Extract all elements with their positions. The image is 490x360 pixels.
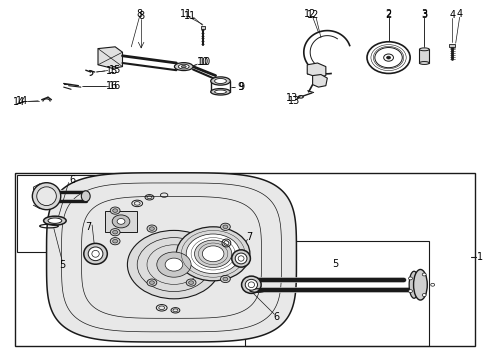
Polygon shape <box>307 63 326 77</box>
Ellipse shape <box>32 183 61 210</box>
Text: 2: 2 <box>386 9 392 19</box>
Circle shape <box>110 238 120 245</box>
Ellipse shape <box>181 66 186 68</box>
Ellipse shape <box>232 250 250 267</box>
Circle shape <box>110 229 120 236</box>
Text: 3: 3 <box>421 9 427 19</box>
Circle shape <box>189 281 194 284</box>
Bar <box>17 175 115 252</box>
Text: 6: 6 <box>70 175 75 185</box>
Ellipse shape <box>419 48 429 51</box>
Bar <box>201 26 205 29</box>
Ellipse shape <box>245 279 258 290</box>
Circle shape <box>165 258 183 271</box>
Text: 11: 11 <box>184 11 196 21</box>
Text: 13: 13 <box>286 93 298 103</box>
Ellipse shape <box>48 218 62 223</box>
Text: 6: 6 <box>274 312 280 322</box>
Text: 2: 2 <box>386 10 392 20</box>
Text: 16: 16 <box>109 81 121 91</box>
Text: 13: 13 <box>288 96 300 106</box>
Polygon shape <box>47 173 296 342</box>
Text: 9: 9 <box>238 82 244 93</box>
Ellipse shape <box>414 269 427 300</box>
Text: 14: 14 <box>17 96 28 106</box>
Circle shape <box>220 275 230 283</box>
Ellipse shape <box>174 63 193 71</box>
Circle shape <box>202 246 224 262</box>
Circle shape <box>113 239 118 243</box>
Polygon shape <box>98 47 122 68</box>
Circle shape <box>195 240 232 267</box>
Text: 12: 12 <box>303 9 316 19</box>
Circle shape <box>223 277 228 281</box>
Circle shape <box>220 223 230 230</box>
Circle shape <box>422 273 426 276</box>
Text: 16: 16 <box>106 81 118 91</box>
Circle shape <box>147 279 157 286</box>
Circle shape <box>186 234 240 274</box>
Text: 7: 7 <box>246 232 252 242</box>
Circle shape <box>113 209 118 212</box>
Text: 10: 10 <box>197 57 210 67</box>
Text: 4: 4 <box>457 9 463 19</box>
Polygon shape <box>313 75 327 87</box>
Ellipse shape <box>235 253 247 264</box>
Ellipse shape <box>81 191 90 202</box>
Circle shape <box>127 230 220 299</box>
Circle shape <box>431 283 435 286</box>
Circle shape <box>149 281 154 284</box>
Circle shape <box>387 56 391 59</box>
Text: 10: 10 <box>199 57 211 67</box>
Circle shape <box>157 252 191 277</box>
Circle shape <box>117 219 125 224</box>
Text: 8: 8 <box>138 11 144 21</box>
Bar <box>449 44 455 47</box>
Ellipse shape <box>242 276 261 293</box>
Ellipse shape <box>215 90 226 94</box>
Circle shape <box>223 225 228 229</box>
Circle shape <box>112 215 130 228</box>
Text: 7: 7 <box>86 222 92 232</box>
Circle shape <box>113 230 118 234</box>
Text: 1: 1 <box>477 252 483 262</box>
Circle shape <box>409 290 413 293</box>
Ellipse shape <box>178 64 189 69</box>
Text: 8: 8 <box>137 9 143 19</box>
Text: 11: 11 <box>180 9 192 19</box>
Ellipse shape <box>84 243 107 264</box>
Ellipse shape <box>88 247 103 261</box>
Circle shape <box>110 207 120 214</box>
Bar <box>15 173 475 346</box>
Bar <box>105 211 137 232</box>
Circle shape <box>149 227 154 230</box>
Text: 15: 15 <box>109 65 122 75</box>
Ellipse shape <box>419 62 429 64</box>
Text: 12: 12 <box>307 10 320 20</box>
Text: 5: 5 <box>333 258 339 269</box>
Ellipse shape <box>409 271 419 298</box>
Circle shape <box>186 279 196 286</box>
Text: 9: 9 <box>237 82 243 92</box>
Circle shape <box>147 225 157 232</box>
Ellipse shape <box>211 89 230 95</box>
Text: 15: 15 <box>105 66 118 76</box>
Circle shape <box>409 277 413 280</box>
Text: 5: 5 <box>59 260 65 270</box>
Text: 14: 14 <box>13 96 24 107</box>
Ellipse shape <box>215 78 226 84</box>
Circle shape <box>176 227 250 281</box>
Circle shape <box>422 294 426 297</box>
Ellipse shape <box>211 77 230 85</box>
Text: 3: 3 <box>421 10 427 20</box>
Bar <box>245 241 429 346</box>
Circle shape <box>367 42 410 73</box>
Bar <box>419 49 429 63</box>
Ellipse shape <box>37 187 56 206</box>
Ellipse shape <box>44 216 66 225</box>
Text: 4: 4 <box>449 10 455 20</box>
